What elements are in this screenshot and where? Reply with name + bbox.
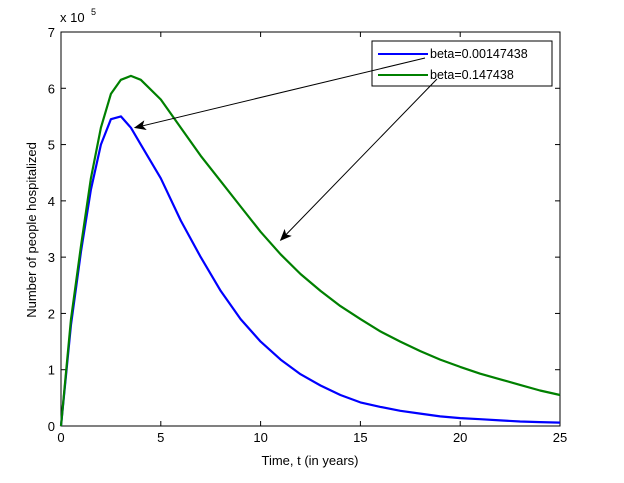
x-tick-label: 5 (157, 430, 164, 445)
y-tick-label: 5 (48, 138, 55, 153)
plot-area (60, 31, 561, 427)
y-tick-label: 0 (48, 419, 55, 434)
x-tick-label: 20 (453, 430, 467, 445)
legend: beta=0.00147438 beta=0.147438 (371, 40, 553, 87)
x-tick-label: 15 (353, 430, 367, 445)
x-tick-label: 25 (553, 430, 567, 445)
y-tick-label: 2 (48, 306, 55, 321)
y-multiplier-exponent: 5 (91, 7, 96, 17)
y-tick-label: 1 (48, 363, 55, 378)
legend-label-beta-large: beta=0.147438 (430, 68, 514, 82)
y-tick-label: 7 (48, 25, 55, 40)
x-tick-label: 10 (253, 430, 267, 445)
y-tick-label: 6 (48, 81, 55, 96)
series-line-beta-large (59, 74, 561, 427)
series-lines (59, 74, 561, 427)
axis-ticks: 0 5 10 15 20 25 0 1 2 3 4 5 6 7 (48, 25, 567, 445)
y-axis-label: Number of people hospitalized (24, 142, 39, 318)
y-tick-label: 3 (48, 250, 55, 265)
y-multiplier-label: x 10 (60, 10, 85, 25)
x-tick-label: 0 (57, 430, 64, 445)
annotation-arrow-blue (133, 57, 426, 130)
legend-label-beta-small: beta=0.00147438 (430, 47, 528, 61)
annotation-arrow-green (279, 78, 438, 241)
x-axis-label: Time, t (in years) (261, 453, 358, 468)
series-line-beta-small (59, 115, 561, 427)
y-tick-label: 4 (48, 194, 55, 209)
